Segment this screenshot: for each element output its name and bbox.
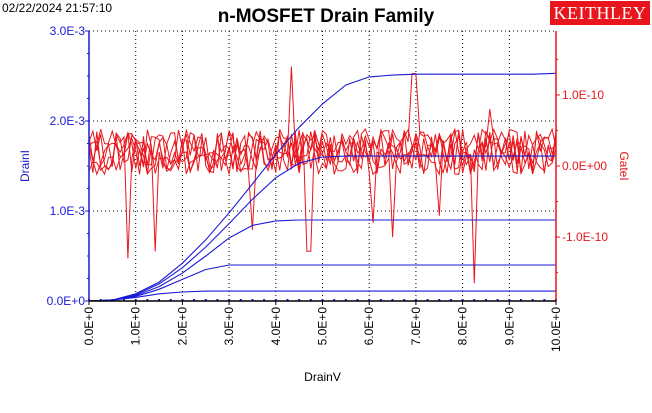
- drain-point-marker: [228, 299, 231, 301]
- drain-point-marker: [169, 299, 172, 301]
- x-tick-label: 1.0E+0: [129, 307, 143, 346]
- x-axis-label: DrainV: [304, 370, 341, 384]
- drain-point-marker: [333, 299, 336, 301]
- x-tick-label: 10.0E+0: [549, 307, 563, 352]
- drain-point-marker: [414, 299, 417, 301]
- x-tick-label: 4.0E+0: [269, 307, 283, 346]
- y2-tick-label: 0.0E+00: [562, 159, 607, 173]
- drain-point-marker: [508, 299, 511, 301]
- drain-point-marker: [531, 299, 534, 301]
- y-tick-label: 3.0E-3: [50, 24, 86, 38]
- drain-point-marker: [204, 299, 207, 301]
- drain-point-marker: [449, 299, 452, 301]
- drain-point-marker: [344, 299, 347, 301]
- drain-point-marker: [263, 299, 266, 301]
- drain-point-marker: [158, 299, 161, 301]
- drain-point-marker: [543, 299, 546, 301]
- gate-current-series-5: [88, 128, 557, 230]
- drain-point-marker: [239, 299, 242, 301]
- drain-point-marker: [438, 299, 441, 301]
- drain-point-marker: [134, 299, 137, 301]
- drain-point-marker: [356, 299, 359, 301]
- y-tick-label: 1.0E-3: [50, 204, 86, 218]
- gate-current-series-1: [88, 127, 557, 259]
- x-tick-label: 8.0E+0: [456, 307, 470, 346]
- drain-point-marker: [368, 299, 371, 301]
- x-tick-label: 6.0E+0: [362, 307, 376, 346]
- drain-point-marker: [519, 299, 522, 301]
- x-tick-label: 5.0E+0: [316, 307, 330, 346]
- drain-current-series-2: [88, 290, 556, 302]
- drain-point-marker: [391, 299, 394, 301]
- y-axis-label: DrainI: [18, 150, 32, 182]
- drain-point-marker: [403, 299, 406, 301]
- y2-tick-label: -1.0E-10: [562, 230, 608, 244]
- drain-point-marker: [274, 299, 277, 301]
- gate-current-series-6: [88, 73, 557, 252]
- drain-point-marker: [496, 299, 499, 301]
- drain-point-marker: [193, 299, 196, 301]
- y-tick-label: 0.0E+0: [47, 294, 86, 308]
- drain-point-marker: [123, 299, 126, 301]
- drain-point-marker: [309, 299, 312, 301]
- drain-point-marker: [111, 299, 114, 301]
- x-tick-label: 2.0E+0: [175, 307, 189, 346]
- drain-current-series-4: [88, 219, 556, 302]
- y-tick-label: 2.0E-3: [50, 114, 86, 128]
- chart-title: n-MOSFET Drain Family: [217, 6, 435, 27]
- x-tick-label: 0.0E+0: [82, 307, 96, 346]
- drain-point-marker: [379, 299, 382, 301]
- drain-point-marker: [426, 299, 429, 301]
- drain-point-marker: [286, 299, 289, 301]
- drain-point-marker: [146, 299, 149, 301]
- x-tick-label: 7.0E+0: [409, 307, 423, 346]
- drain-point-marker: [461, 299, 464, 301]
- drain-point-marker: [298, 299, 301, 301]
- y2-tick-label: 1.0E-10: [562, 88, 604, 102]
- drain-current-series-6: [88, 72, 557, 302]
- drain-point-marker: [251, 299, 254, 301]
- brand-logo: KEITHLEY: [550, 1, 650, 25]
- drain-current-series-5: [88, 155, 556, 302]
- drain-point-marker: [473, 299, 476, 301]
- x-tick-label: 9.0E+0: [502, 307, 516, 346]
- y2-axis-label: GateI: [617, 151, 631, 180]
- drain-current-series-3: [88, 264, 556, 302]
- drain-point-marker: [99, 299, 102, 301]
- drain-point-marker: [484, 299, 487, 301]
- drain-point-marker: [216, 299, 219, 301]
- drain-point-marker: [181, 299, 184, 301]
- x-tick-label: 3.0E+0: [222, 307, 236, 346]
- drain-point-marker: [321, 299, 324, 301]
- timestamp: 02/22/2024 21:57:10: [2, 1, 113, 15]
